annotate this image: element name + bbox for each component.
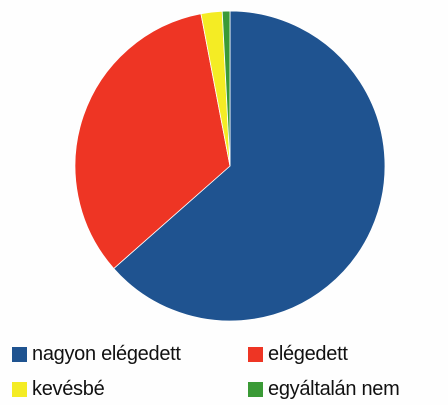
- legend-label-kevesbe: kevésbé: [32, 378, 104, 401]
- legend-label-elegedett: elégedett: [268, 343, 348, 366]
- pie-chart: [0, 0, 448, 330]
- legend-swatch-egyaltalan-nem: [248, 382, 263, 397]
- legend-swatch-nagyon-elegedett: [12, 347, 27, 362]
- legend-item-egyaltalan-nem: egyáltalán nem: [248, 378, 399, 401]
- legend-swatch-kevesbe: [12, 382, 27, 397]
- legend-item-elegedett: elégedett: [248, 343, 348, 366]
- legend-label-egyaltalan-nem: egyáltalán nem: [268, 378, 399, 401]
- legend-item-kevesbe: kevésbé: [12, 378, 104, 401]
- legend-item-nagyon-elegedett: nagyon elégedett: [12, 343, 181, 366]
- legend-swatch-elegedett: [248, 347, 263, 362]
- legend-label-nagyon-elegedett: nagyon elégedett: [32, 343, 181, 366]
